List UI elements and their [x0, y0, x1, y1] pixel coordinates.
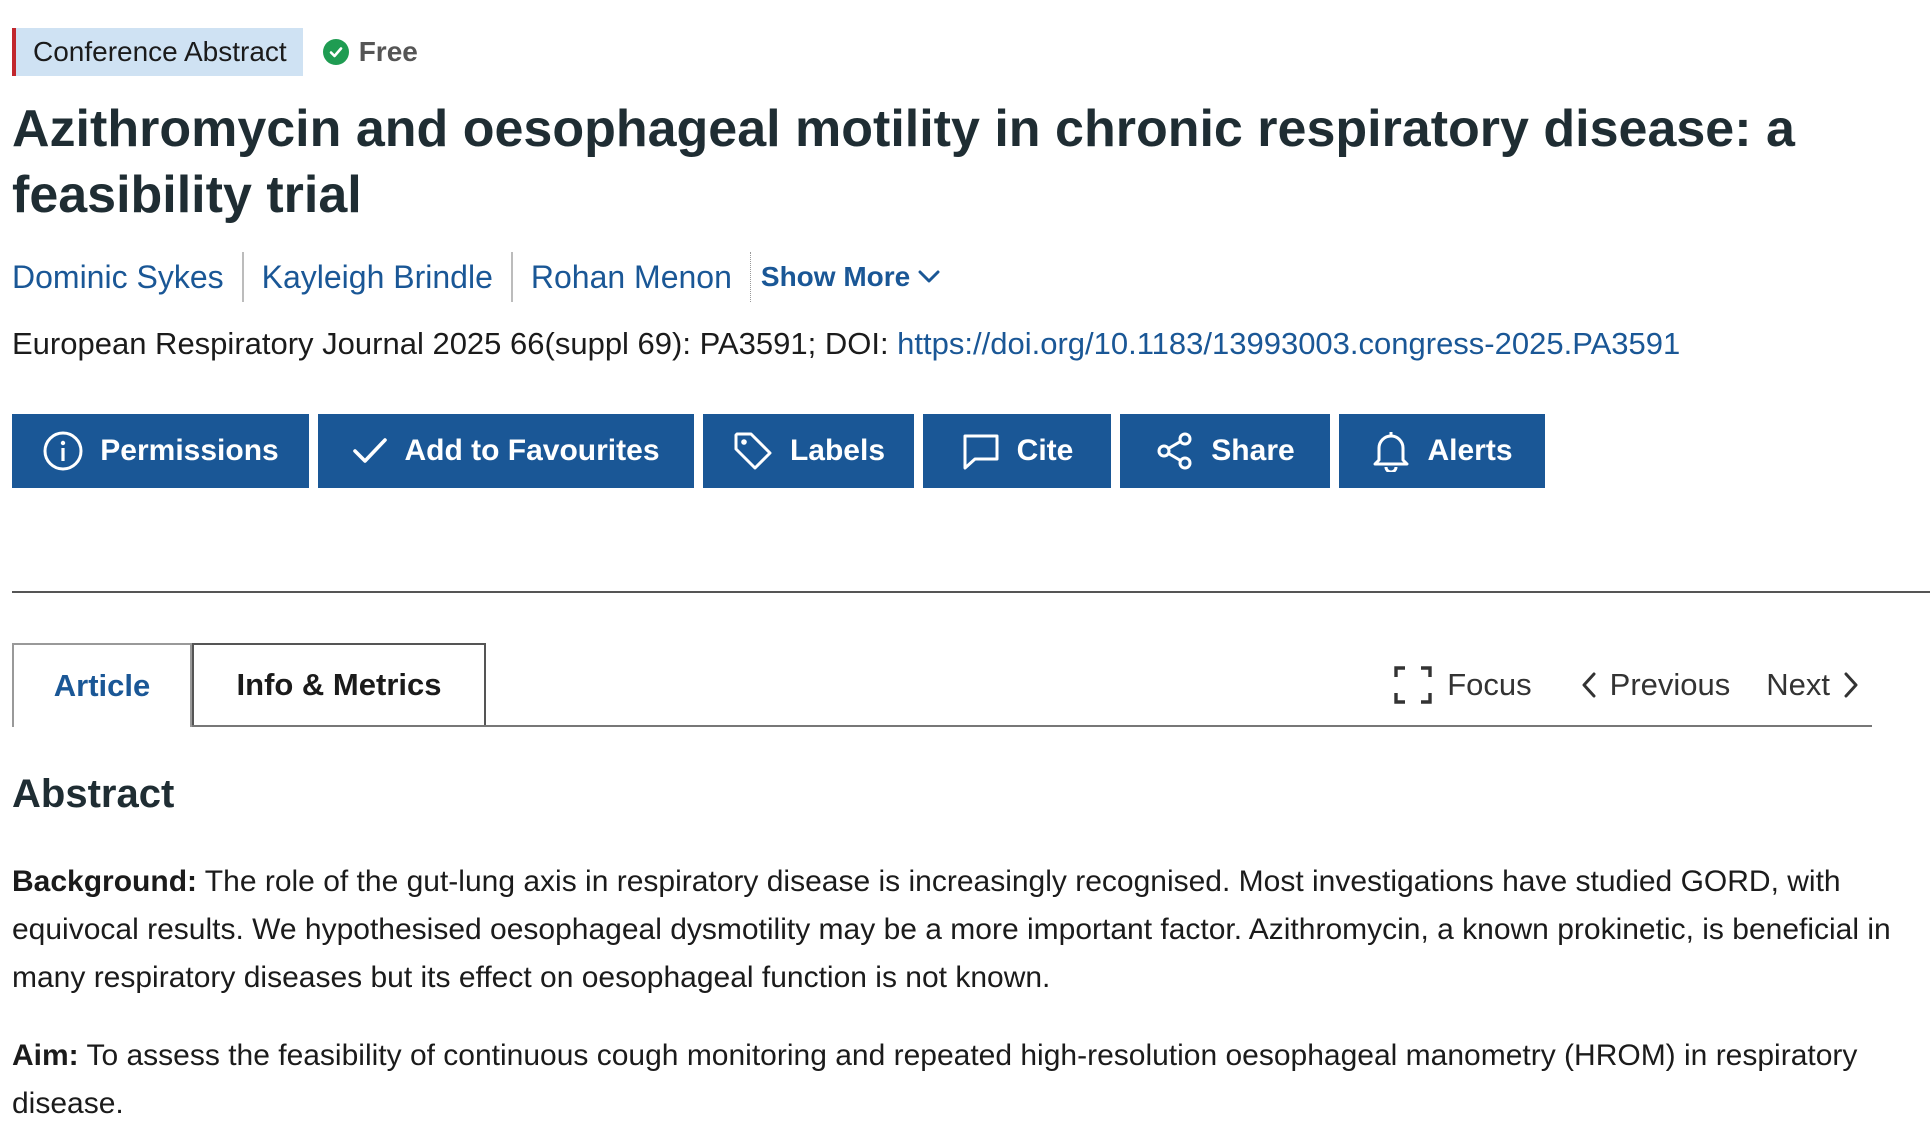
labels-label: Labels	[789, 434, 886, 467]
add-to-favourites-button[interactable]: Add to Favourites	[318, 414, 694, 488]
section-divider	[12, 591, 1930, 593]
alerts-label: Alerts	[1427, 434, 1513, 467]
article-badges: Conference Abstract Free	[12, 28, 418, 76]
speech-bubble-icon	[963, 434, 999, 470]
focus-label: Focus	[1447, 667, 1532, 702]
focus-button[interactable]: Focus	[1379, 665, 1532, 705]
tab-article-label: Article	[53, 668, 151, 703]
checkmark-icon	[353, 438, 388, 463]
citation-line: European Respiratory Journal 2025 66(sup…	[12, 326, 1680, 362]
previous-article-button[interactable]: Previous	[1568, 667, 1731, 703]
abstract-aim-paragraph: Aim: To assess the feasibility of contin…	[12, 1032, 1892, 1128]
background-label: Background:	[12, 865, 198, 898]
check-circle-icon	[322, 39, 349, 65]
chevron-down-icon	[918, 270, 940, 283]
author-link[interactable]: Rohan Menon	[513, 252, 751, 302]
citation-text: European Respiratory Journal 2025 66(sup…	[12, 326, 898, 361]
author-link[interactable]: Dominic Sykes	[12, 252, 244, 302]
next-article-button[interactable]: Next	[1766, 667, 1872, 703]
next-label: Next	[1766, 667, 1830, 702]
author-list: Dominic Sykes Kayleigh Brindle Rohan Men…	[12, 252, 940, 302]
free-access-badge: Free	[322, 36, 418, 68]
tab-info-metrics[interactable]: Info & Metrics	[192, 643, 486, 725]
bell-icon	[1373, 432, 1409, 472]
background-text: The role of the gut-lung axis in respira…	[12, 865, 1891, 994]
abstract-background-paragraph: Background: The role of the gut-lung axi…	[12, 858, 1892, 1002]
show-more-label: Show More	[760, 261, 911, 292]
article-type-badge: Conference Abstract	[12, 28, 303, 76]
article-navigation: Focus Previous Next	[1343, 665, 1872, 705]
chevron-right-icon	[1844, 672, 1858, 698]
author-link[interactable]: Kayleigh Brindle	[244, 252, 513, 302]
permissions-button[interactable]: Permissions	[12, 414, 309, 488]
tab-info-metrics-label: Info & Metrics	[236, 667, 442, 702]
labels-button[interactable]: Labels	[703, 414, 914, 488]
chevron-left-icon	[1582, 672, 1596, 698]
free-label: Free	[358, 36, 418, 67]
aim-text: To assess the feasibility of continuous …	[12, 1039, 1858, 1120]
share-label: Share	[1211, 434, 1295, 467]
info-icon	[43, 431, 83, 471]
doi-link[interactable]: https://doi.org/10.1183/13993003.congres…	[897, 326, 1681, 361]
tag-icon	[734, 432, 772, 470]
article-title: Azithromycin and oesophageal motility in…	[12, 100, 1795, 224]
focus-frame-icon	[1394, 666, 1432, 704]
cite-button[interactable]: Cite	[923, 414, 1111, 488]
share-icon	[1157, 432, 1192, 470]
share-button[interactable]: Share	[1120, 414, 1330, 488]
add-to-favourites-label: Add to Favourites	[404, 434, 660, 467]
previous-label: Previous	[1609, 667, 1731, 702]
article-toolbar: Permissions Add to Favourites Labels Cit…	[12, 414, 1545, 488]
tab-article[interactable]: Article	[12, 643, 192, 727]
alerts-button[interactable]: Alerts	[1339, 414, 1545, 488]
show-more-authors-button[interactable]: Show More	[751, 261, 940, 293]
article-tabs: Article Info & Metrics Focus Previous Ne…	[12, 643, 1872, 727]
aim-label: Aim:	[12, 1039, 79, 1072]
abstract-heading: Abstract	[12, 772, 175, 816]
permissions-label: Permissions	[100, 434, 279, 467]
cite-label: Cite	[1016, 434, 1074, 467]
